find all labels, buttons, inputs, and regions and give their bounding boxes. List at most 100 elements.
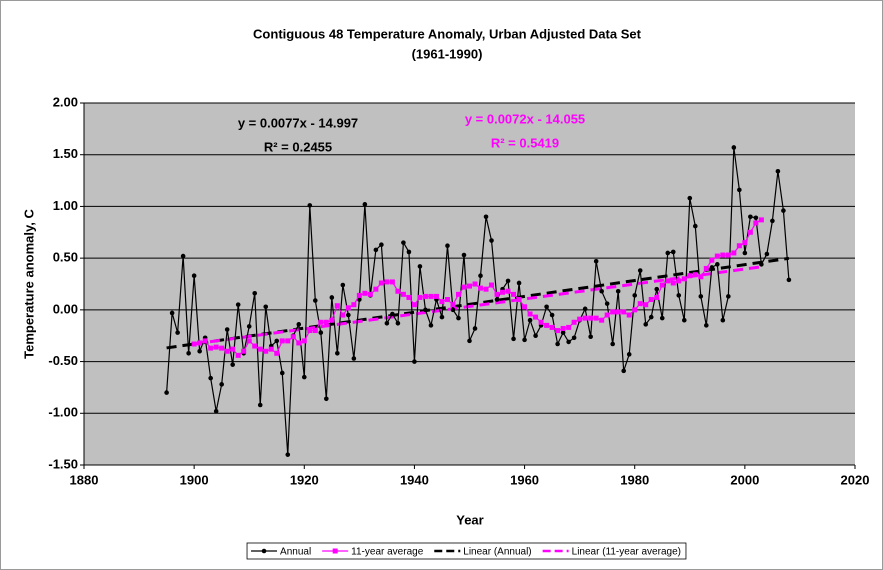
point	[301, 338, 307, 344]
point	[263, 348, 269, 354]
point	[290, 334, 296, 340]
x-tick-label: 1900	[180, 472, 209, 487]
point	[390, 311, 395, 317]
point	[235, 302, 241, 307]
point	[279, 370, 285, 376]
point	[296, 340, 302, 346]
point	[202, 338, 208, 344]
point	[665, 250, 671, 256]
point	[411, 302, 417, 308]
point	[340, 282, 346, 288]
point	[329, 317, 335, 323]
trend-equation: y = 0.0077x - 14.997	[238, 115, 358, 130]
x-tick-label: 1880	[70, 472, 99, 487]
point	[533, 333, 538, 339]
point	[582, 315, 588, 321]
point	[494, 291, 500, 297]
point	[748, 214, 753, 220]
series-line	[166, 147, 790, 455]
point	[389, 279, 395, 285]
point	[648, 297, 654, 303]
point	[478, 273, 483, 279]
point	[340, 312, 346, 318]
point	[318, 330, 324, 335]
point	[786, 277, 792, 283]
trend-r2: R² = 0.2455	[264, 139, 332, 154]
point	[593, 315, 599, 321]
point	[478, 285, 484, 291]
point	[395, 288, 401, 294]
point	[505, 288, 511, 294]
point	[208, 345, 214, 351]
point	[516, 297, 522, 303]
point	[681, 317, 687, 323]
point	[346, 312, 351, 318]
chart-subtitle: (1961-1990)	[412, 46, 483, 61]
legend	[246, 542, 687, 560]
chart-title: Contiguous 48 Temperature Anomaly, Urban…	[253, 26, 642, 41]
point	[246, 324, 252, 329]
point	[500, 289, 506, 295]
point	[406, 249, 412, 255]
point	[461, 252, 467, 258]
point	[775, 168, 781, 174]
point	[268, 346, 274, 352]
point	[279, 338, 285, 344]
point	[257, 402, 263, 408]
point	[296, 322, 302, 327]
point	[169, 310, 175, 316]
point	[654, 294, 660, 300]
point	[252, 291, 258, 296]
point	[621, 309, 627, 315]
point	[395, 321, 401, 326]
point	[301, 374, 307, 380]
point	[439, 314, 445, 320]
y-axis-title: Temperature anomaly, C	[21, 209, 36, 359]
point	[362, 290, 368, 296]
point	[522, 304, 528, 310]
point	[219, 382, 224, 387]
point	[324, 396, 329, 402]
point	[241, 348, 247, 354]
point	[692, 223, 698, 229]
point	[417, 264, 423, 269]
point	[219, 345, 225, 351]
point	[720, 252, 726, 258]
point	[489, 282, 495, 288]
point	[659, 282, 665, 288]
point	[522, 337, 527, 343]
point	[714, 253, 720, 259]
y-tick-label: 2.00	[53, 94, 78, 109]
point	[610, 341, 615, 347]
point	[224, 327, 230, 332]
point	[197, 340, 203, 346]
point	[417, 294, 423, 300]
point	[571, 335, 577, 341]
point	[736, 243, 742, 249]
point	[175, 330, 180, 335]
point	[230, 362, 235, 367]
point	[246, 338, 252, 344]
trend-r2: R² = 0.5419	[491, 135, 559, 150]
point	[742, 250, 748, 256]
point	[637, 268, 643, 273]
point	[191, 273, 197, 279]
point	[373, 286, 379, 292]
point	[307, 328, 313, 334]
point	[445, 243, 450, 249]
point	[400, 291, 406, 297]
point	[604, 312, 610, 318]
point	[626, 312, 632, 318]
point	[422, 293, 428, 299]
point	[659, 315, 665, 321]
point	[494, 297, 500, 302]
point	[538, 319, 544, 325]
point	[362, 202, 368, 207]
x-tick-label: 1940	[400, 472, 429, 487]
point	[681, 276, 687, 282]
point	[378, 280, 384, 286]
point	[588, 334, 593, 340]
point	[533, 314, 539, 320]
point	[461, 284, 467, 290]
point	[610, 309, 616, 315]
